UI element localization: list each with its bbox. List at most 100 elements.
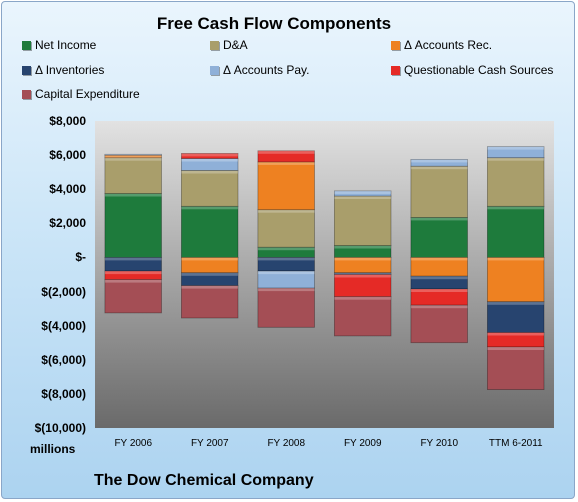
legend-swatch [210, 40, 219, 50]
bar-segment [486, 346, 545, 390]
bar-segment [486, 256, 545, 303]
y-unit-label: millions [30, 442, 76, 456]
bar-highlight [181, 153, 238, 157]
x-tick-label: FY 2010 [420, 438, 459, 449]
legend-swatch [391, 40, 400, 50]
bar-highlight [334, 245, 391, 249]
bar-highlight [487, 332, 544, 336]
legend-label: Questionable Cash Sources [404, 63, 554, 77]
bar-highlight [257, 257, 315, 261]
bar-highlight [181, 272, 238, 276]
bar-highlight [257, 161, 315, 165]
bar-segment [180, 285, 239, 319]
legend-item-net-income: Net Income [22, 38, 96, 52]
bar-segment [410, 256, 468, 277]
bar-highlight [257, 288, 315, 292]
legend-item-questionable-cash: Questionable Cash Sources [391, 63, 553, 77]
bar-highlight [104, 279, 162, 283]
legend-label: Δ Accounts Pay. [223, 63, 310, 77]
bar-segment [486, 301, 545, 333]
bar-highlight [104, 271, 162, 275]
legend-label: Capital Expenditure [35, 87, 140, 101]
bar-highlight [181, 206, 238, 210]
x-tick-label: FY 2008 [267, 438, 306, 449]
bar-segment [486, 146, 545, 159]
bar-highlight [410, 289, 468, 292]
bar-segment [333, 195, 392, 246]
y-tick-label: $2,000 [49, 216, 86, 231]
bar-segment [333, 190, 392, 197]
bar-highlight [410, 305, 468, 309]
bar-highlight [181, 257, 238, 261]
legend-item-accounts-rec: Δ Accounts Rec. [391, 38, 492, 52]
bar-segment [257, 256, 315, 272]
bar-segment [180, 152, 239, 159]
y-tick-label: $- [75, 250, 86, 265]
y-tick-label: $6,000 [49, 148, 86, 163]
bar-highlight [104, 154, 162, 156]
x-tick-label: FY 2007 [190, 438, 229, 449]
y-tick-label: $(4,000) [41, 318, 86, 333]
legend-item-inventories: Δ Inventories [22, 63, 104, 77]
bar-highlight [410, 276, 468, 280]
x-tick-label: FY 2006 [114, 438, 153, 449]
bar-segment [333, 296, 392, 337]
bar-highlight [410, 159, 468, 163]
bar-segment [486, 157, 545, 207]
x-tick-label: FY 2009 [343, 438, 382, 449]
bar-segment [180, 170, 239, 207]
bar-highlight [181, 158, 238, 162]
y-tick-label: $4,000 [49, 182, 86, 197]
bar-segment [180, 205, 239, 258]
bar-segment [257, 287, 315, 328]
bar-segment [104, 256, 162, 272]
bar-highlight [487, 347, 544, 350]
bar-segment [410, 304, 468, 344]
legend-label: Δ Accounts Rec. [404, 38, 493, 52]
bar-segment [486, 205, 545, 258]
bar-highlight [410, 166, 468, 170]
legend-item-accounts-pay: Δ Accounts Pay. [210, 63, 310, 77]
bar-segment [257, 209, 315, 248]
bar-highlight [181, 170, 238, 174]
bar-segment [410, 165, 468, 218]
legend-swatch [391, 65, 400, 75]
legend-swatch [210, 65, 219, 75]
bar-segment [104, 193, 162, 258]
bar-segment [104, 157, 162, 194]
legend-item-capex: Capital Expenditure [22, 87, 140, 101]
bar-highlight [487, 157, 544, 161]
bar-highlight [334, 257, 391, 261]
company-name: The Dow Chemical Company [94, 472, 314, 489]
bar-segment [410, 158, 468, 167]
bar-highlight [257, 150, 315, 154]
bar-highlight [487, 301, 544, 305]
bar-highlight [334, 274, 391, 278]
bar-highlight [104, 157, 162, 161]
y-tick-label: $8,000 [49, 114, 86, 128]
plot-area [95, 121, 554, 428]
bar-highlight [104, 257, 162, 261]
bar-highlight [334, 190, 391, 194]
x-tick-label: TTM 6-2011 [488, 438, 543, 449]
legend-swatch [22, 89, 31, 99]
bar-segment [410, 216, 468, 258]
y-tick-label: $(2,000) [41, 284, 86, 299]
bar-segment [333, 274, 392, 298]
bar-segment [104, 279, 162, 314]
bar-segment [104, 153, 162, 156]
bar-highlight [104, 155, 162, 158]
bar-highlight [257, 209, 315, 213]
chart-title: Free Cash Flow Components [156, 14, 392, 33]
bar-highlight [181, 285, 238, 289]
bar-highlight [257, 247, 315, 251]
bar-highlight [410, 217, 468, 221]
legend-swatch [22, 65, 31, 75]
bar-segment [180, 272, 239, 286]
bar-highlight [334, 296, 391, 300]
bar-highlight [487, 257, 544, 261]
bar-highlight [487, 206, 544, 210]
bar-segment [257, 161, 315, 211]
bar-highlight [334, 272, 391, 275]
